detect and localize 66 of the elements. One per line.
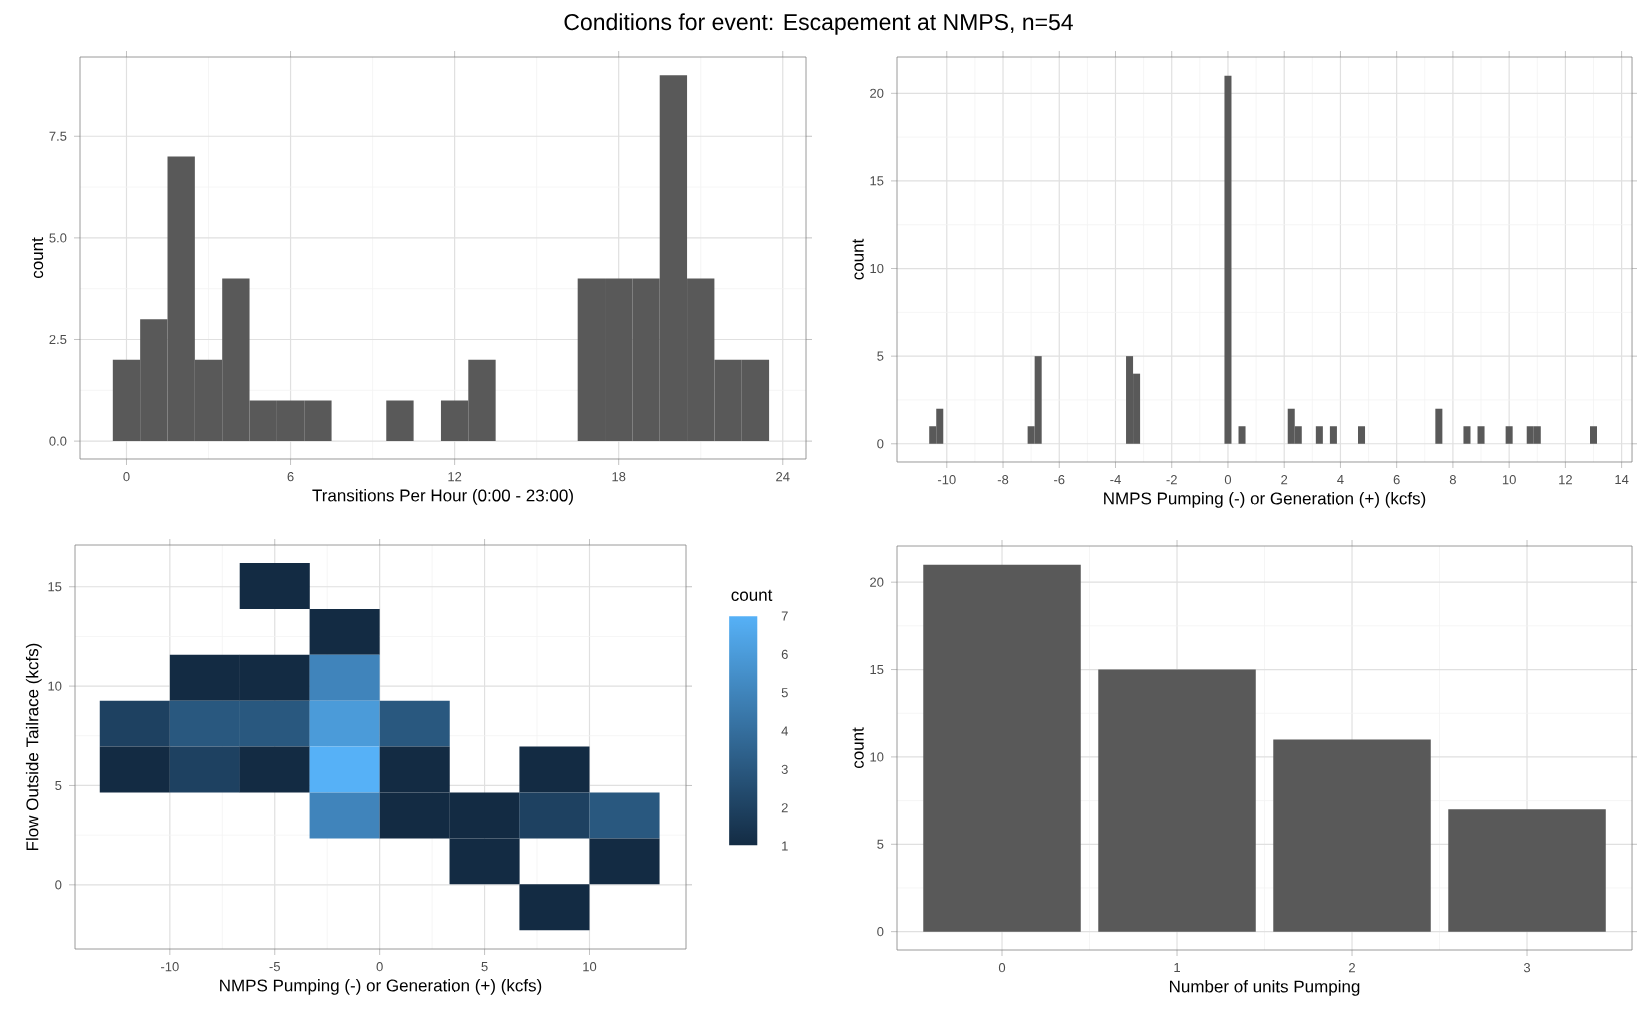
x-tick-label: 18 bbox=[612, 472, 626, 482]
bar bbox=[1098, 669, 1256, 932]
y-tick-label: 0 bbox=[877, 439, 884, 449]
x-tick-label: 6 bbox=[287, 472, 294, 482]
y-tick-label: 5.0 bbox=[49, 233, 67, 243]
y-tick-label: 7.5 bbox=[49, 131, 67, 141]
y-tick-label: 15 bbox=[48, 582, 62, 592]
x-tick-label: 2 bbox=[1281, 475, 1288, 485]
color-bar-label: 3 bbox=[781, 764, 788, 774]
color-bar-label: 5 bbox=[781, 688, 788, 698]
y-tick-label: 10 bbox=[48, 681, 62, 691]
color-bar-label: 2 bbox=[781, 803, 788, 813]
bar bbox=[1448, 809, 1606, 932]
y-axis-title: count bbox=[852, 238, 864, 280]
y-tick-label: 0 bbox=[877, 927, 884, 937]
bar bbox=[1273, 739, 1431, 932]
chart-title: Conditions for event: Escapement at NMPS, n=54 bbox=[564, 13, 1073, 35]
x-tick-label: 14 bbox=[1615, 475, 1629, 485]
x-tick-label: 0 bbox=[123, 472, 130, 482]
x-tick-label: 8 bbox=[1449, 475, 1456, 485]
y-tick-label: 10 bbox=[870, 263, 884, 274]
x-tick-label: 12 bbox=[448, 472, 462, 482]
x-tick-label: 3 bbox=[1523, 963, 1531, 973]
x-axis-title: NMPS Pumping (-) or Generation (+) (kcfs) bbox=[1104, 491, 1426, 508]
y-tick-label: 0.0 bbox=[49, 436, 67, 446]
color-bar-label: 7 bbox=[781, 611, 788, 621]
y-axis-title: Flow Outside Tailrace (kcfs) bbox=[25, 643, 42, 851]
y-tick-label: 10 bbox=[870, 752, 884, 762]
x-tick-label: -10 bbox=[937, 475, 956, 485]
x-tick-label: -4 bbox=[1110, 475, 1121, 485]
x-tick-label: 2 bbox=[1349, 963, 1355, 973]
color-bar-label: 1 bbox=[782, 841, 788, 851]
y-tick-label: 20 bbox=[870, 577, 884, 587]
y-tick-label: 5 bbox=[55, 780, 62, 790]
y-tick-label: 0 bbox=[55, 880, 62, 890]
color-bar-label: 4 bbox=[781, 726, 788, 736]
y-axis-title: count bbox=[31, 237, 44, 279]
y-tick-label: 5 bbox=[877, 351, 884, 361]
y-tick-label: 15 bbox=[870, 176, 884, 186]
x-tick-label: 6 bbox=[1393, 475, 1400, 485]
y-tick-label: 2.5 bbox=[49, 334, 67, 345]
bar bbox=[923, 564, 1081, 932]
x-tick-label: 10 bbox=[1502, 475, 1516, 485]
y-axis-title: count bbox=[852, 727, 864, 769]
x-tick-label: 4 bbox=[1337, 475, 1344, 485]
x-axis-title: Transitions Per Hour (0:00 - 23:00) bbox=[312, 488, 573, 505]
color-bar-title: count bbox=[731, 589, 773, 601]
x-axis-title: NMPS Pumping (-) or Generation (+) (kcfs) bbox=[220, 979, 542, 995]
x-tick-label: -2 bbox=[1166, 475, 1177, 485]
x-tick-label: 12 bbox=[1559, 475, 1572, 485]
x-tick-label: 24 bbox=[776, 472, 790, 482]
x-tick-label: 1 bbox=[1174, 963, 1180, 973]
x-tick-label: 0 bbox=[376, 962, 383, 972]
y-tick-label: 20 bbox=[870, 88, 884, 98]
y-tick-label: 5 bbox=[877, 839, 884, 849]
x-tick-label: 10 bbox=[583, 962, 597, 972]
x-tick-label: 0 bbox=[998, 963, 1006, 973]
x-tick-label: 0 bbox=[1224, 475, 1232, 485]
x-axis-title: Number of units Pumping bbox=[1169, 980, 1360, 996]
x-tick-label: 5 bbox=[481, 962, 488, 972]
x-tick-label: -8 bbox=[997, 475, 1009, 485]
x-tick-label: -10 bbox=[161, 962, 179, 972]
x-tick-label: -5 bbox=[269, 962, 280, 972]
x-tick-label: -6 bbox=[1054, 475, 1065, 485]
y-tick-label: 15 bbox=[870, 665, 884, 675]
color-bar-label: 6 bbox=[781, 649, 788, 659]
